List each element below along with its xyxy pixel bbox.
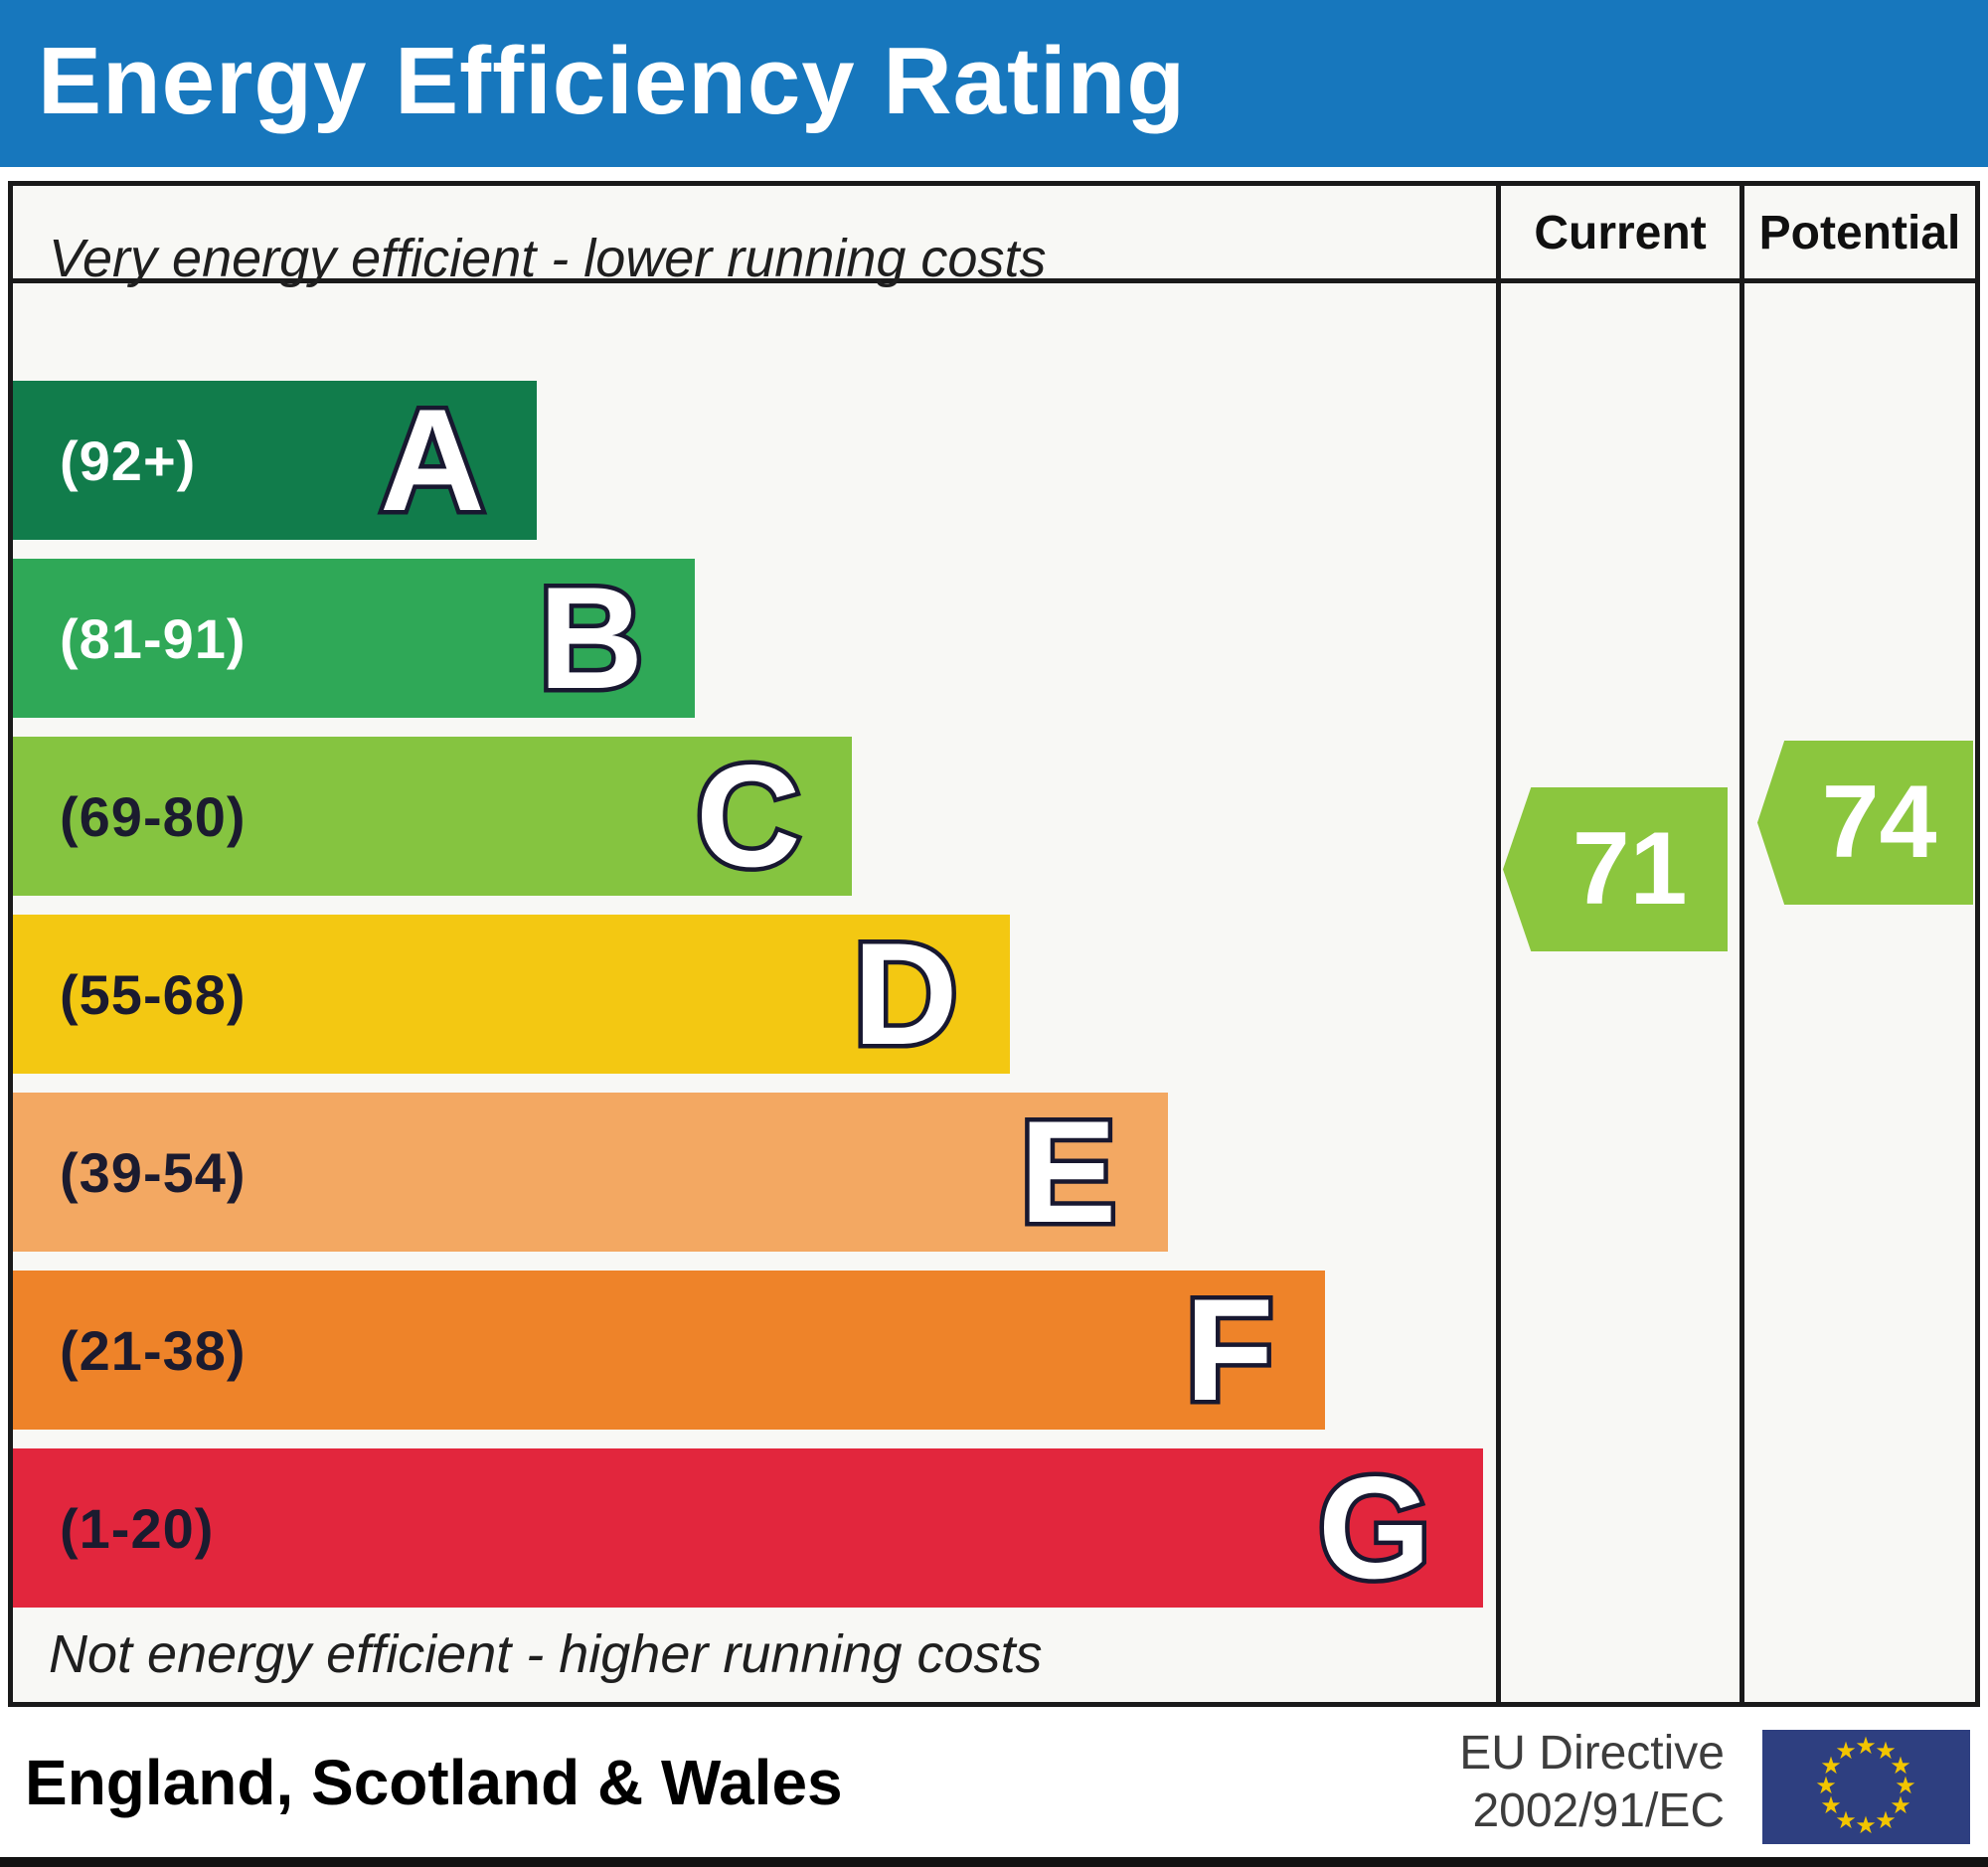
eu-directive-line2: 2002/91/EC: [1472, 1783, 1725, 1837]
band-range-label: (1-20): [60, 1496, 215, 1560]
column-header-potential: Potential: [1758, 207, 1961, 259]
epc-rating-chart: Current Potential Very energy efficient …: [8, 181, 1980, 1707]
eu-star-icon: ★: [1890, 1753, 1911, 1780]
band-range-label: (81-91): [60, 606, 247, 670]
current-rating-value: 71: [1572, 811, 1688, 927]
eu-directive-label: EU Directive 2002/91/EC: [1459, 1707, 1725, 1857]
title-bar: Energy Efficiency Rating: [0, 0, 1988, 167]
band-range-label: (39-54): [60, 1140, 247, 1204]
potential-rating-value: 74: [1821, 764, 1937, 880]
potential-rating-arrow: 74: [1757, 741, 1973, 905]
eu-directive-line1: EU Directive: [1459, 1726, 1725, 1780]
current-rating-arrow: 71: [1503, 787, 1728, 951]
band-B: (81-91) B: [13, 553, 696, 724]
band-D: (55-68) D: [13, 909, 1010, 1080]
eu-star-icon: ★: [1890, 1792, 1911, 1819]
band-A: (92+) A: [13, 375, 537, 546]
eu-star-icon: ★: [1820, 1753, 1842, 1780]
band-letter: C: [692, 731, 805, 902]
band-range-label: (55-68): [60, 962, 247, 1026]
eu-star-icon: ★: [1835, 1807, 1857, 1834]
footer: England, Scotland & Wales EU Directive 2…: [0, 1707, 1988, 1857]
eu-star-icon: ★: [1895, 1773, 1916, 1799]
page-title: Energy Efficiency Rating: [38, 28, 1186, 134]
band-letter: F: [1181, 1265, 1278, 1436]
column-header-current: Current: [1534, 207, 1707, 259]
potential-column-divider: [1740, 186, 1744, 1702]
current-column-divider: [1496, 186, 1501, 1702]
eu-star-icon: ★: [1855, 1733, 1877, 1760]
band-letter: D: [849, 909, 962, 1080]
band-range-label: (69-80): [60, 784, 247, 848]
band-letter: G: [1314, 1443, 1436, 1613]
eu-flag-icon: ★ ★ ★ ★ ★ ★ ★ ★ ★ ★ ★ ★: [1762, 1730, 1970, 1844]
note-not-efficient: Not energy efficient - higher running co…: [49, 1624, 1043, 1684]
band-range-label: (92+): [60, 428, 197, 492]
eu-star-icon: ★: [1815, 1773, 1837, 1799]
band-G: (1-20) G: [13, 1443, 1483, 1613]
note-very-efficient: Very energy efficient - lower running co…: [49, 229, 1047, 288]
eu-star-icon: ★: [1835, 1738, 1857, 1765]
region-label: England, Scotland & Wales: [25, 1746, 843, 1818]
bottom-border: [0, 1857, 1988, 1867]
band-letter: A: [376, 375, 489, 546]
band-letter: E: [1015, 1087, 1120, 1258]
band-C: (69-80) C: [13, 731, 853, 902]
band-range-label: (21-38): [60, 1318, 247, 1382]
band-F: (21-38) F: [13, 1265, 1326, 1436]
band-E: (39-54) E: [13, 1087, 1169, 1258]
header-row: [13, 186, 1975, 283]
eu-star-icon: ★: [1855, 1812, 1877, 1839]
eu-star-icon: ★: [1875, 1807, 1897, 1834]
band-letter: B: [534, 553, 647, 724]
eu-star-icon: ★: [1820, 1792, 1842, 1819]
rating-bands: (92+) A (81-91) B (69-80) C (55-68) D (39-54) E (2…: [13, 375, 1496, 1613]
eu-star-icon: ★: [1875, 1738, 1897, 1765]
